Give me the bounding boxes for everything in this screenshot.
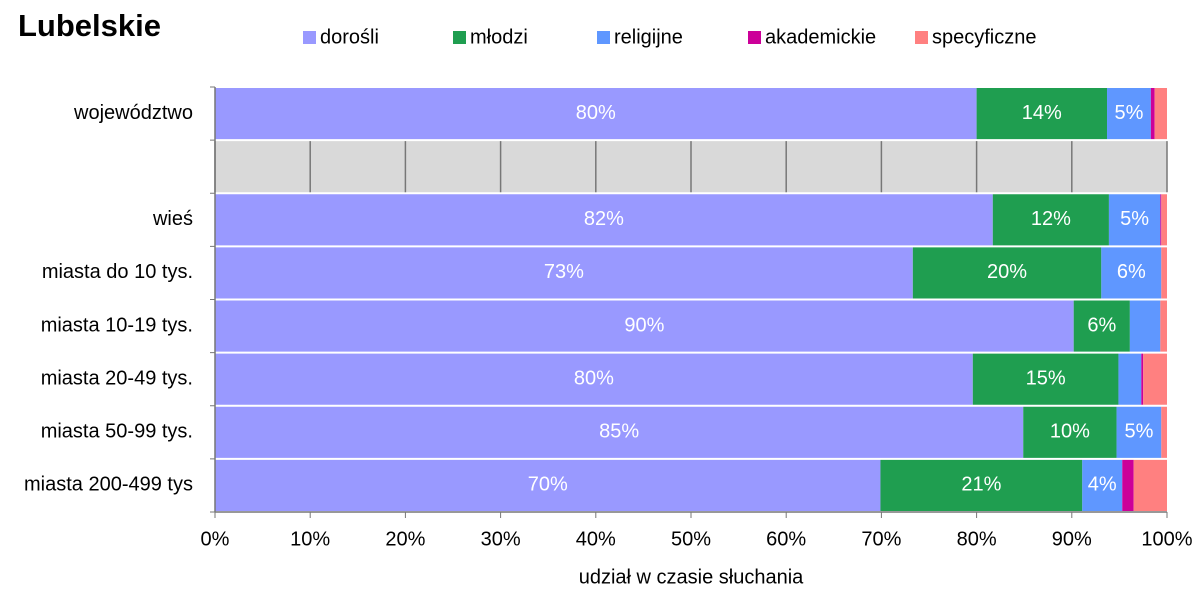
data-label: 14%: [1022, 102, 1062, 124]
x-tick-label: 70%: [861, 528, 901, 550]
y-tick-label: miasta 20-49 tys.: [41, 367, 193, 389]
data-label: 15%: [1026, 367, 1066, 389]
bar-segment: [1116, 406, 1162, 458]
bar-segment: [972, 353, 1119, 405]
x-tick-label: 90%: [1052, 528, 1092, 550]
data-label: 5%: [1120, 208, 1149, 230]
bar-segment: [1118, 353, 1142, 405]
bar-segment: [1160, 300, 1167, 352]
legend-label: specyficzne: [932, 26, 1037, 48]
bar-segment: [1133, 459, 1167, 511]
x-tick-label: 20%: [385, 528, 425, 550]
bar-segment: [1150, 88, 1155, 140]
legend-swatch: [597, 31, 610, 44]
bar-segment: [215, 406, 1024, 458]
x-tick-label: 50%: [671, 528, 711, 550]
bar-segment: [1023, 406, 1117, 458]
x-tick-label: 60%: [766, 528, 806, 550]
bar-segment: [1161, 406, 1167, 458]
data-label: 12%: [1031, 208, 1071, 230]
legend-swatch: [748, 31, 761, 44]
bar-segment: [1082, 459, 1123, 511]
data-label: 4%: [1088, 474, 1117, 496]
x-tick-label: 30%: [481, 528, 521, 550]
y-tick-label: wieś: [152, 208, 193, 230]
bar-segment: [992, 194, 1109, 246]
bar-segment: [1141, 353, 1144, 405]
bar-segment: [1154, 88, 1167, 140]
bar-segment: [1129, 300, 1161, 352]
legend-swatch: [303, 31, 316, 44]
x-tick-label: 80%: [957, 528, 997, 550]
legend-label: młodzi: [470, 26, 528, 48]
data-label: 90%: [624, 314, 664, 336]
data-label: 20%: [987, 261, 1027, 283]
bar-segment: [215, 247, 913, 299]
data-label: 21%: [961, 474, 1001, 496]
bar-segment: [1108, 194, 1161, 246]
x-tick-label: 10%: [290, 528, 330, 550]
bar-segment: [912, 247, 1102, 299]
legend-swatch: [453, 31, 466, 44]
bar-segment: [215, 459, 881, 511]
bar-segment: [1143, 353, 1167, 405]
bar-segment: [1101, 247, 1162, 299]
y-tick-label: miasta do 10 tys.: [42, 261, 193, 283]
data-label: 80%: [574, 367, 614, 389]
data-label: 73%: [544, 261, 584, 283]
y-tick-label: miasta 10-19 tys.: [41, 314, 193, 336]
data-label: 10%: [1050, 421, 1090, 443]
x-axis-label: udział w czasie słuchania: [579, 566, 804, 588]
data-label: 85%: [599, 421, 639, 443]
bar-segment: [1122, 459, 1134, 511]
data-label: 82%: [584, 208, 624, 230]
data-label: 5%: [1124, 421, 1153, 443]
bar-segment: [976, 88, 1108, 140]
x-tick-label: 40%: [576, 528, 616, 550]
bar-segment: [880, 459, 1083, 511]
legend-swatch: [915, 31, 928, 44]
data-label: 80%: [576, 102, 616, 124]
data-label: 70%: [528, 474, 568, 496]
bar-segment: [1161, 247, 1167, 299]
bar-segment: [215, 300, 1074, 352]
bar-segment: [215, 194, 993, 246]
chart-title: Lubelskie: [18, 8, 161, 43]
x-tick-label: 0%: [201, 528, 230, 550]
bar-segment: [1160, 194, 1162, 246]
legend-label: dorośli: [320, 26, 379, 48]
data-label: 6%: [1117, 261, 1146, 283]
bar-segment: [215, 88, 977, 140]
data-label: 5%: [1114, 102, 1143, 124]
y-tick-label: miasta 200-499 tys: [24, 474, 193, 496]
y-tick-label: miasta 50-99 tys.: [41, 421, 193, 443]
bar-segment: [1107, 88, 1151, 140]
legend-label: akademickie: [765, 26, 876, 48]
y-tick-label: województwo: [73, 102, 193, 124]
bar-segment: [1161, 194, 1167, 246]
x-tick-label: 100%: [1141, 528, 1192, 550]
bar-segment: [1073, 300, 1130, 352]
bar-segment: [215, 353, 973, 405]
data-label: 6%: [1087, 314, 1116, 336]
legend-label: religijne: [614, 26, 683, 48]
